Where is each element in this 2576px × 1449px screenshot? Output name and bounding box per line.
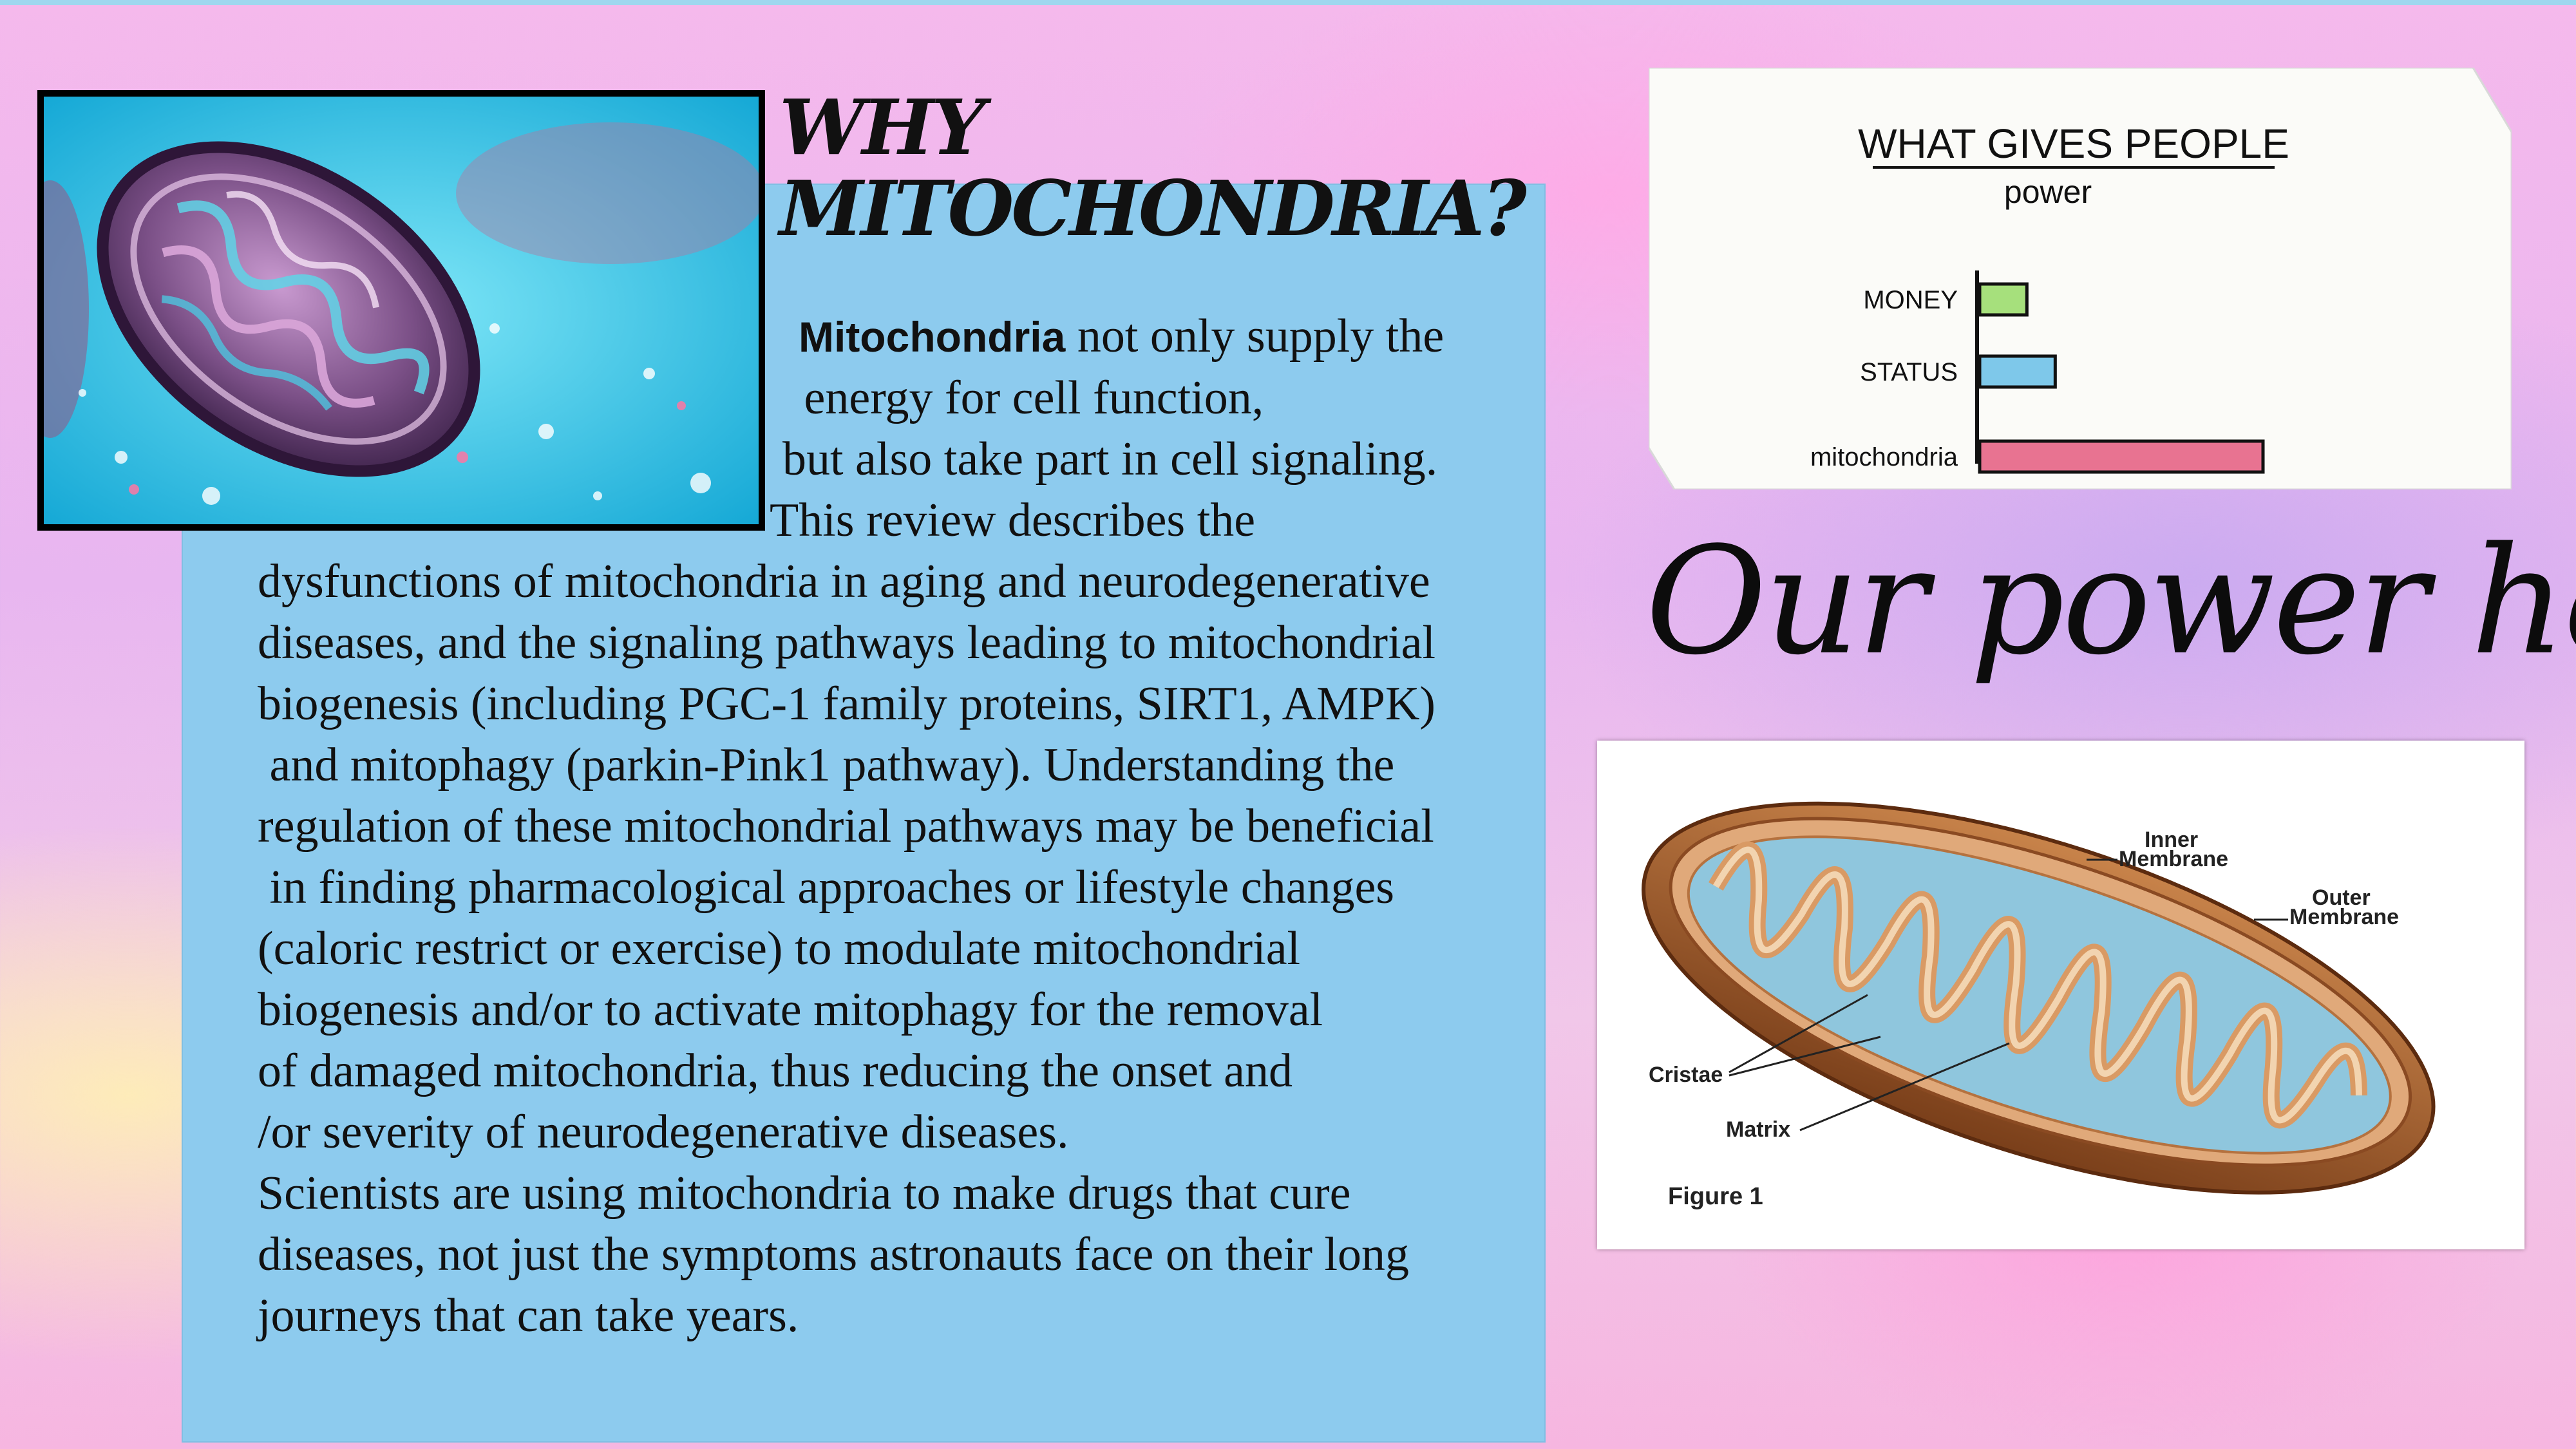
body-line: and mitophagy (parkin-Pink1 pathway). Un… [258, 739, 1395, 791]
mitochondria-illustration [44, 97, 759, 524]
title-line-2: MITOCHONDRIA? [779, 164, 1527, 253]
figure-caption: Figure 1 [1668, 1183, 1763, 1210]
body-line: of damaged mitochondria, thus reducing t… [258, 1045, 1293, 1097]
body-line: (caloric restrict or exercise) to modula… [258, 922, 1301, 975]
mitochondria-diagram-card: Inner Membrane Outer Membrane Cristae Ma… [1597, 741, 2524, 1249]
body-line: energy for cell function, [792, 372, 1264, 424]
body-line: journeys that can take years. [258, 1289, 799, 1342]
label-inner-membrane: Membrane [2119, 847, 2228, 871]
body-line: diseases, not just the symptoms astronau… [258, 1228, 1410, 1281]
body-line: biogenesis and/or to activate mitophagy … [258, 983, 1323, 1036]
top-accent-line [0, 0, 2576, 5]
chart-bar-label-2: mitochondria [1810, 443, 1958, 471]
body-line: Scientists are using mitochondria to mak… [258, 1167, 1351, 1220]
chart-bar-0 [1978, 282, 2029, 317]
comic-chart: WHAT GIVES PEOPLE power MONEY STATUS mitoc… [1647, 66, 2513, 491]
body-line: diseases, and the signaling pathways lea… [258, 616, 1436, 669]
chart-bar-label-0: MONEY [1863, 286, 1958, 314]
chart-bar-label-1: STATUS [1860, 358, 1958, 386]
tagline: Our power house [1645, 516, 2576, 688]
label-cristae: Cristae [1649, 1063, 1723, 1087]
chart-bar-1 [1978, 354, 2057, 389]
slide-title: WHY MITOCHONDRIA? [779, 87, 1552, 249]
body-line: dysfunctions of mitochondria in aging an… [258, 555, 1430, 608]
mitochondria-photo [37, 90, 765, 531]
label-inner: Inner [2145, 828, 2198, 852]
label-outer: Outer [2312, 886, 2371, 910]
body-line: regulation of these mitochondrial pathwa… [258, 800, 1434, 853]
label-matrix: Matrix [1726, 1117, 1790, 1142]
body-line: in finding pharmacological approaches or… [258, 861, 1395, 914]
title-line-1: WHY [779, 82, 985, 172]
body-line-1: Mitochondria not only supply the [799, 310, 1444, 363]
bold-term: Mitochondria [799, 313, 1066, 361]
body-line: This review describes the [770, 494, 1256, 547]
body-line: /or severity of neurodegenerative diseas… [258, 1106, 1069, 1159]
chart-bar-2 [1978, 439, 2265, 474]
comic-chart-card: WHAT GIVES PEOPLE power MONEY STATUS mitoc… [1647, 66, 2513, 491]
comic-chart-subtitle: power [2004, 174, 2092, 210]
body-text: Mitochondria not only supply the energy … [258, 306, 1546, 1347]
body-line: biogenesis (including PGC-1 family prote… [258, 677, 1436, 730]
label-outer-membrane: Membrane [2289, 905, 2399, 929]
mitochondria-diagram: Inner Membrane Outer Membrane Cristae Ma… [1642, 801, 2436, 1210]
body-line: but also take part in cell signaling. [782, 433, 1438, 486]
comic-chart-title: WHAT GIVES PEOPLE [1858, 120, 2289, 167]
